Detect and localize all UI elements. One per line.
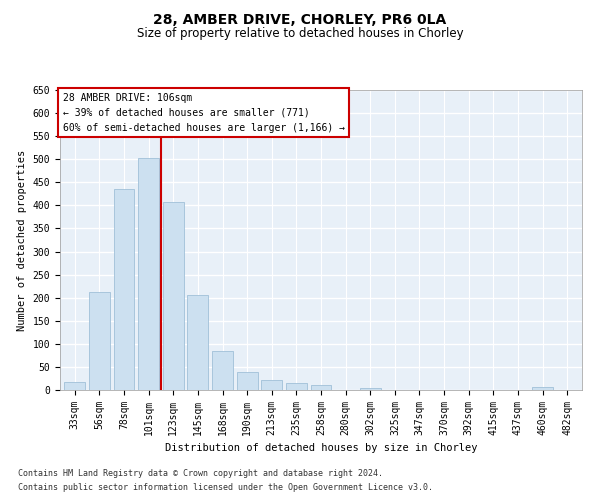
Bar [360, 388, 381, 390]
Bar [138, 158, 159, 390]
Bar [187, 296, 208, 390]
Bar [89, 292, 110, 390]
Bar [532, 387, 553, 390]
Text: 28 AMBER DRIVE: 106sqm
← 39% of detached houses are smaller (771)
60% of semi-de: 28 AMBER DRIVE: 106sqm ← 39% of detached… [62, 93, 344, 132]
Y-axis label: Number of detached properties: Number of detached properties [17, 150, 27, 330]
Text: Contains public sector information licensed under the Open Government Licence v3: Contains public sector information licen… [18, 484, 433, 492]
Bar [212, 351, 233, 390]
Text: Size of property relative to detached houses in Chorley: Size of property relative to detached ho… [137, 28, 463, 40]
Bar [163, 202, 184, 390]
X-axis label: Distribution of detached houses by size in Chorley: Distribution of detached houses by size … [165, 444, 477, 454]
Bar [64, 382, 85, 390]
Bar [261, 380, 282, 390]
Bar [311, 386, 331, 390]
Text: Contains HM Land Registry data © Crown copyright and database right 2024.: Contains HM Land Registry data © Crown c… [18, 468, 383, 477]
Bar [236, 372, 257, 390]
Text: 28, AMBER DRIVE, CHORLEY, PR6 0LA: 28, AMBER DRIVE, CHORLEY, PR6 0LA [154, 12, 446, 26]
Bar [286, 382, 307, 390]
Bar [113, 189, 134, 390]
